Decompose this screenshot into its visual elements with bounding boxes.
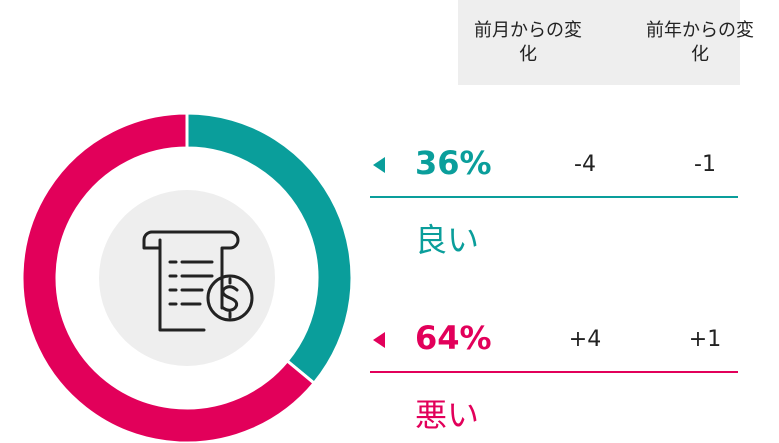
category-label: 良い bbox=[415, 221, 479, 259]
pointer-triangle bbox=[373, 157, 385, 173]
change-value: -4 bbox=[574, 152, 596, 177]
change-value: +1 bbox=[689, 327, 721, 352]
value-label: 64% bbox=[415, 319, 492, 357]
column-header: 前月からの変化 bbox=[474, 20, 582, 65]
pointer-triangle bbox=[373, 332, 385, 348]
change-value: +4 bbox=[569, 327, 601, 352]
header-bg bbox=[458, 0, 740, 85]
icon-bg bbox=[99, 190, 275, 366]
change-value: -1 bbox=[694, 152, 716, 177]
value-label: 36% bbox=[415, 144, 492, 182]
column-header: 前年からの変化 bbox=[646, 20, 754, 65]
invoice-icon bbox=[142, 230, 254, 332]
donut-segment bbox=[20, 111, 317, 443]
category-label: 悪い bbox=[415, 396, 479, 434]
